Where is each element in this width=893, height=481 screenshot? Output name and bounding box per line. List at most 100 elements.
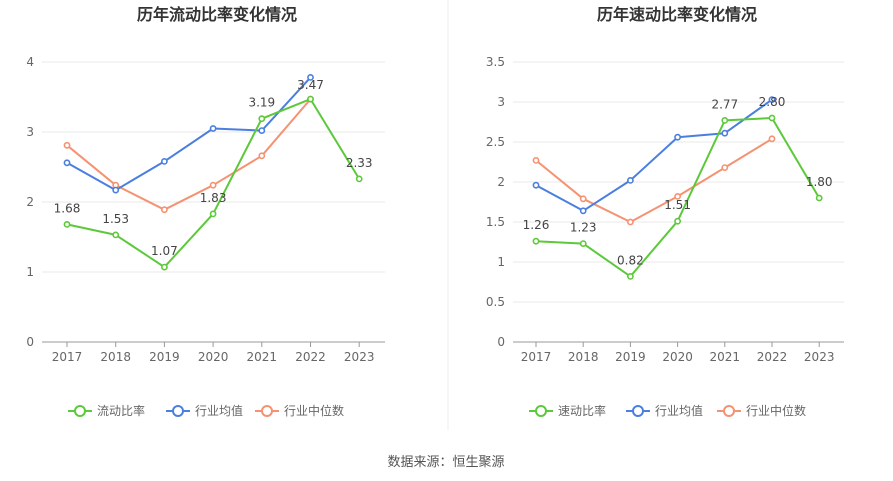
x-tick-label: 2019 bbox=[149, 350, 180, 364]
legend-swatch-circle bbox=[74, 405, 86, 417]
legend-item-2: 行业均值 bbox=[626, 403, 703, 418]
legend-label: 流动比率 bbox=[97, 403, 145, 418]
data-label: 0.82 bbox=[617, 253, 644, 267]
legend-swatch-circle bbox=[632, 405, 644, 417]
data-point bbox=[532, 181, 540, 189]
y-tick-label: 0.5 bbox=[486, 295, 505, 309]
data-point bbox=[721, 117, 729, 124]
data-point bbox=[209, 181, 217, 189]
x-tick-label: 2020 bbox=[198, 350, 229, 364]
x-tick-label: 2023 bbox=[804, 350, 835, 364]
y-tick-label: 2.5 bbox=[486, 135, 505, 149]
data-point bbox=[674, 133, 681, 141]
data-label: 1.51 bbox=[664, 198, 691, 212]
data-point bbox=[768, 114, 776, 122]
source-text: 数据来源：恒生聚源 bbox=[387, 455, 504, 470]
data-point bbox=[579, 207, 587, 215]
x-tick-label: 2019 bbox=[615, 350, 646, 364]
legend-swatch-circle bbox=[172, 405, 184, 417]
data-point bbox=[112, 186, 120, 194]
x-tick-label: 2021 bbox=[710, 350, 741, 364]
data-label: 1.68 bbox=[54, 201, 81, 215]
data-label: 3.19 bbox=[248, 96, 275, 110]
data-point bbox=[258, 115, 266, 123]
x-tick-label: 2020 bbox=[662, 350, 693, 364]
data-point bbox=[307, 74, 314, 81]
data-point bbox=[160, 263, 168, 271]
data-point bbox=[768, 135, 776, 143]
data-point bbox=[63, 220, 71, 228]
data-label: 2.77 bbox=[711, 97, 738, 111]
data-point bbox=[160, 206, 168, 214]
x-tick-label: 2018 bbox=[568, 350, 599, 364]
y-tick-label: 1 bbox=[497, 255, 505, 269]
series-line-3 bbox=[535, 137, 773, 223]
y-tick-label: 2 bbox=[26, 195, 34, 209]
data-label: 2.80 bbox=[759, 95, 786, 109]
legend-swatch-circle bbox=[723, 405, 735, 417]
data-point bbox=[674, 192, 681, 200]
legend-swatch-circle bbox=[261, 405, 273, 417]
data-point bbox=[674, 217, 681, 225]
data-point bbox=[768, 96, 776, 103]
data-point bbox=[112, 231, 120, 239]
data-point bbox=[579, 240, 587, 247]
y-tick-label: 2 bbox=[497, 175, 505, 189]
legend-item-3: 行业中位数 bbox=[717, 403, 806, 418]
data-point bbox=[721, 129, 729, 137]
data-label: 1.53 bbox=[102, 212, 129, 226]
x-tick-label: 2022 bbox=[295, 350, 326, 364]
x-tick-label: 2023 bbox=[344, 350, 375, 364]
legend-item-3: 行业中位数 bbox=[255, 403, 344, 418]
data-point bbox=[63, 141, 71, 149]
data-point bbox=[258, 127, 266, 134]
data-point bbox=[627, 218, 634, 226]
data-point bbox=[160, 157, 168, 165]
legend-label: 行业均值 bbox=[655, 403, 703, 418]
data-point bbox=[579, 195, 587, 203]
legend-item-1: 流动比率 bbox=[68, 403, 145, 418]
data-point bbox=[209, 210, 217, 218]
data-label: 1.26 bbox=[523, 218, 550, 232]
x-tick-label: 2018 bbox=[100, 350, 131, 364]
series-line-2 bbox=[66, 76, 312, 192]
data-point bbox=[532, 156, 540, 164]
data-label: 1.83 bbox=[200, 191, 227, 205]
y-tick-label: 1.5 bbox=[486, 215, 505, 229]
chart-title: 历年速动比率变化情况 bbox=[597, 5, 757, 24]
x-tick-label: 2021 bbox=[247, 350, 278, 364]
data-point bbox=[63, 159, 71, 167]
data-point bbox=[532, 237, 540, 245]
data-label: 3.47 bbox=[297, 78, 324, 92]
legend-label: 行业均值 bbox=[195, 403, 243, 418]
series-line-3 bbox=[66, 98, 312, 211]
data-point bbox=[721, 164, 729, 171]
y-tick-label: 3 bbox=[497, 95, 505, 109]
data-label: 2.33 bbox=[346, 156, 373, 170]
data-point bbox=[627, 176, 634, 184]
chart-title: 历年流动比率变化情况 bbox=[137, 5, 297, 24]
x-tick-label: 2017 bbox=[521, 350, 552, 364]
data-point bbox=[355, 175, 363, 183]
data-point bbox=[307, 95, 314, 103]
chart-1: 历年流动比率变化情况 0 1 2 3 4 2017 2018 2019 2020 2021 2022 2… bbox=[26, 5, 385, 418]
series-line-2 bbox=[535, 98, 773, 212]
legend-swatch-circle bbox=[535, 405, 547, 417]
y-tick-label: 0 bbox=[497, 335, 505, 349]
x-tick-label: 2022 bbox=[757, 350, 788, 364]
y-tick-label: 3.5 bbox=[486, 55, 505, 69]
legend-item-1: 速动比率 bbox=[529, 403, 606, 418]
y-tick-label: 3 bbox=[26, 125, 34, 139]
data-label: 1.23 bbox=[570, 221, 597, 235]
legend-label: 行业中位数 bbox=[284, 403, 344, 418]
data-label: 1.80 bbox=[806, 175, 833, 189]
data-point bbox=[815, 194, 823, 202]
data-point bbox=[627, 272, 634, 280]
y-tick-label: 4 bbox=[26, 55, 34, 69]
data-point bbox=[258, 152, 266, 160]
data-label: 1.07 bbox=[151, 244, 178, 258]
legend-label: 速动比率 bbox=[558, 403, 606, 418]
data-point bbox=[209, 125, 217, 132]
